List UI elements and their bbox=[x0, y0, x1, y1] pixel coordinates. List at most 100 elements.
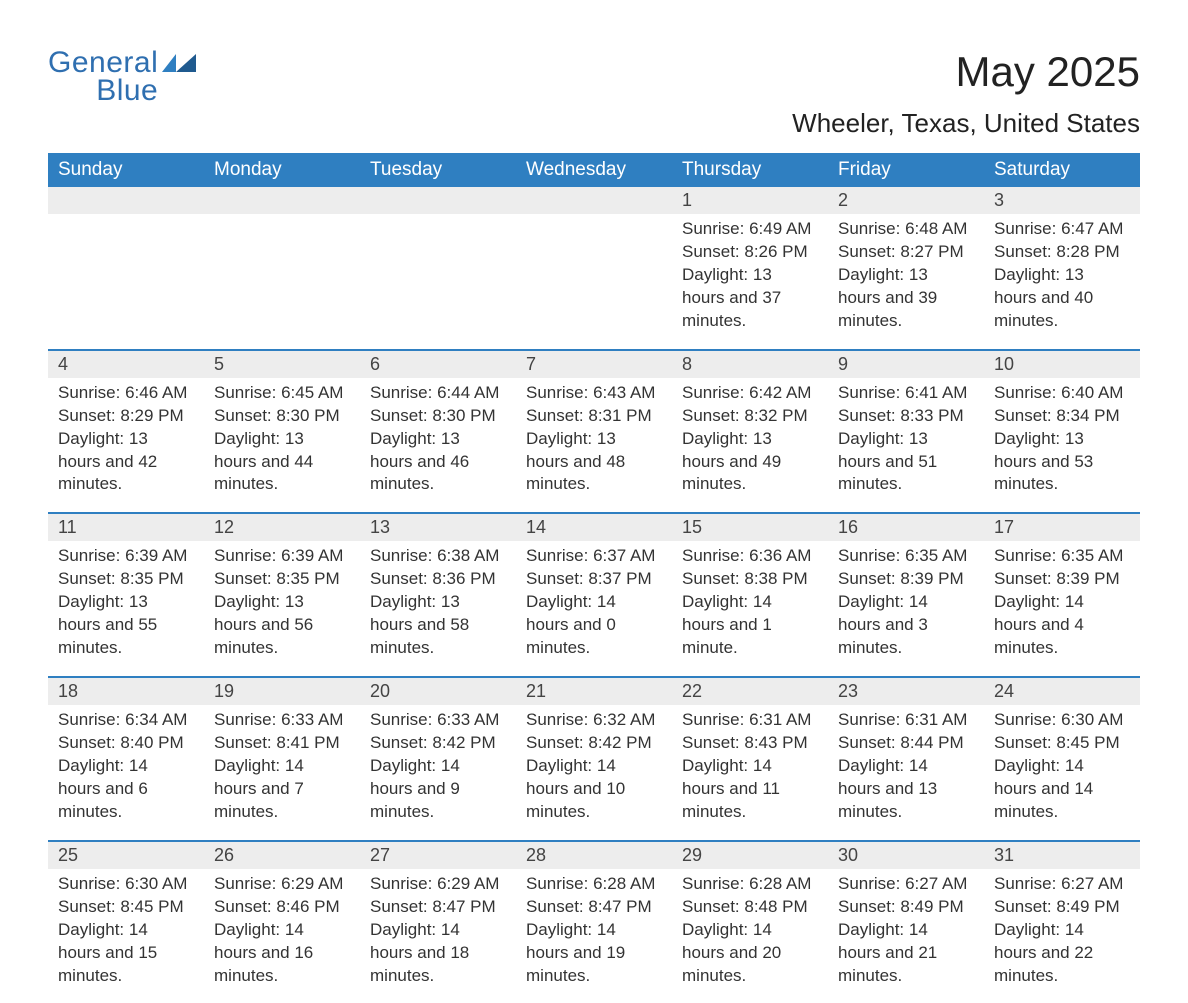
day-number-cell: 9 bbox=[828, 350, 984, 378]
day-body-cell: Sunrise: 6:49 AMSunset: 8:26 PMDaylight:… bbox=[672, 214, 828, 350]
day-body-cell: Sunrise: 6:47 AMSunset: 8:28 PMDaylight:… bbox=[984, 214, 1140, 350]
daylight-line: Daylight: 14 hours and 4 minutes. bbox=[994, 591, 1130, 660]
day-number: 23 bbox=[838, 681, 858, 701]
day-number: 30 bbox=[838, 845, 858, 865]
sunrise-line: Sunrise: 6:43 AM bbox=[526, 382, 662, 405]
sunset-line: Sunset: 8:31 PM bbox=[526, 405, 662, 428]
daylight-line: Daylight: 14 hours and 13 minutes. bbox=[838, 755, 974, 824]
day-number-cell bbox=[204, 187, 360, 214]
day-body-row: Sunrise: 6:46 AMSunset: 8:29 PMDaylight:… bbox=[48, 378, 1140, 514]
day-number: 28 bbox=[526, 845, 546, 865]
day-number-cell: 4 bbox=[48, 350, 204, 378]
sunset-line: Sunset: 8:30 PM bbox=[370, 405, 506, 428]
daylight-line: Daylight: 13 hours and 42 minutes. bbox=[58, 428, 194, 497]
day-number-cell bbox=[48, 187, 204, 214]
sunrise-line: Sunrise: 6:30 AM bbox=[994, 709, 1130, 732]
sunset-line: Sunset: 8:40 PM bbox=[58, 732, 194, 755]
sunset-line: Sunset: 8:39 PM bbox=[838, 568, 974, 591]
sunset-line: Sunset: 8:32 PM bbox=[682, 405, 818, 428]
sunrise-line: Sunrise: 6:28 AM bbox=[682, 873, 818, 896]
day-body-cell: Sunrise: 6:33 AMSunset: 8:41 PMDaylight:… bbox=[204, 705, 360, 841]
sunset-line: Sunset: 8:37 PM bbox=[526, 568, 662, 591]
day-body-cell bbox=[48, 214, 204, 350]
day-number-cell: 13 bbox=[360, 513, 516, 541]
day-number-cell: 31 bbox=[984, 841, 1140, 869]
daylight-line: Daylight: 14 hours and 16 minutes. bbox=[214, 919, 350, 988]
sunset-line: Sunset: 8:30 PM bbox=[214, 405, 350, 428]
day-body-cell bbox=[516, 214, 672, 350]
day-number-cell: 29 bbox=[672, 841, 828, 869]
sunrise-line: Sunrise: 6:49 AM bbox=[682, 218, 818, 241]
day-number: 7 bbox=[526, 354, 536, 374]
day-body-cell bbox=[360, 214, 516, 350]
day-body-cell: Sunrise: 6:29 AMSunset: 8:47 PMDaylight:… bbox=[360, 869, 516, 1003]
day-number: 24 bbox=[994, 681, 1014, 701]
sunrise-line: Sunrise: 6:39 AM bbox=[58, 545, 194, 568]
day-number-row: 123 bbox=[48, 187, 1140, 214]
sunrise-line: Sunrise: 6:48 AM bbox=[838, 218, 974, 241]
sunrise-line: Sunrise: 6:29 AM bbox=[214, 873, 350, 896]
day-body-cell: Sunrise: 6:37 AMSunset: 8:37 PMDaylight:… bbox=[516, 541, 672, 677]
day-body-cell: Sunrise: 6:29 AMSunset: 8:46 PMDaylight:… bbox=[204, 869, 360, 1003]
day-number: 22 bbox=[682, 681, 702, 701]
day-body-cell: Sunrise: 6:28 AMSunset: 8:47 PMDaylight:… bbox=[516, 869, 672, 1003]
sunrise-line: Sunrise: 6:39 AM bbox=[214, 545, 350, 568]
sunrise-line: Sunrise: 6:37 AM bbox=[526, 545, 662, 568]
day-body-cell: Sunrise: 6:27 AMSunset: 8:49 PMDaylight:… bbox=[828, 869, 984, 1003]
sunrise-line: Sunrise: 6:47 AM bbox=[994, 218, 1130, 241]
day-number-cell: 14 bbox=[516, 513, 672, 541]
daylight-line: Daylight: 14 hours and 21 minutes. bbox=[838, 919, 974, 988]
day-body-cell bbox=[204, 214, 360, 350]
daylight-line: Daylight: 13 hours and 58 minutes. bbox=[370, 591, 506, 660]
day-number-cell: 26 bbox=[204, 841, 360, 869]
sunset-line: Sunset: 8:33 PM bbox=[838, 405, 974, 428]
day-body-row: Sunrise: 6:49 AMSunset: 8:26 PMDaylight:… bbox=[48, 214, 1140, 350]
daylight-line: Daylight: 13 hours and 39 minutes. bbox=[838, 264, 974, 333]
daylight-line: Daylight: 13 hours and 56 minutes. bbox=[214, 591, 350, 660]
day-number-row: 45678910 bbox=[48, 350, 1140, 378]
day-number-cell: 19 bbox=[204, 677, 360, 705]
day-number: 16 bbox=[838, 517, 858, 537]
daylight-line: Daylight: 14 hours and 14 minutes. bbox=[994, 755, 1130, 824]
day-number-cell: 17 bbox=[984, 513, 1140, 541]
daylight-line: Daylight: 14 hours and 1 minute. bbox=[682, 591, 818, 660]
daylight-line: Daylight: 13 hours and 37 minutes. bbox=[682, 264, 818, 333]
sunset-line: Sunset: 8:42 PM bbox=[370, 732, 506, 755]
day-number-cell: 23 bbox=[828, 677, 984, 705]
day-body-cell: Sunrise: 6:36 AMSunset: 8:38 PMDaylight:… bbox=[672, 541, 828, 677]
sunset-line: Sunset: 8:42 PM bbox=[526, 732, 662, 755]
daylight-line: Daylight: 13 hours and 51 minutes. bbox=[838, 428, 974, 497]
day-number-row: 25262728293031 bbox=[48, 841, 1140, 869]
day-body-cell: Sunrise: 6:34 AMSunset: 8:40 PMDaylight:… bbox=[48, 705, 204, 841]
day-number-cell bbox=[360, 187, 516, 214]
day-number-cell: 12 bbox=[204, 513, 360, 541]
daylight-line: Daylight: 13 hours and 40 minutes. bbox=[994, 264, 1130, 333]
day-number-cell: 24 bbox=[984, 677, 1140, 705]
sunset-line: Sunset: 8:49 PM bbox=[838, 896, 974, 919]
daylight-line: Daylight: 13 hours and 49 minutes. bbox=[682, 428, 818, 497]
day-number: 5 bbox=[214, 354, 224, 374]
daylight-line: Daylight: 14 hours and 22 minutes. bbox=[994, 919, 1130, 988]
daylight-line: Daylight: 14 hours and 0 minutes. bbox=[526, 591, 662, 660]
day-number-cell: 28 bbox=[516, 841, 672, 869]
day-number: 15 bbox=[682, 517, 702, 537]
sunrise-line: Sunrise: 6:27 AM bbox=[994, 873, 1130, 896]
sunrise-line: Sunrise: 6:35 AM bbox=[838, 545, 974, 568]
day-number-cell: 21 bbox=[516, 677, 672, 705]
sunset-line: Sunset: 8:36 PM bbox=[370, 568, 506, 591]
day-body-cell: Sunrise: 6:43 AMSunset: 8:31 PMDaylight:… bbox=[516, 378, 672, 514]
brand-word-2: Blue bbox=[48, 76, 158, 106]
day-body-cell: Sunrise: 6:45 AMSunset: 8:30 PMDaylight:… bbox=[204, 378, 360, 514]
sunset-line: Sunset: 8:44 PM bbox=[838, 732, 974, 755]
daylight-line: Daylight: 14 hours and 18 minutes. bbox=[370, 919, 506, 988]
calendar-body: 123Sunrise: 6:49 AMSunset: 8:26 PMDaylig… bbox=[48, 187, 1140, 1003]
sunrise-line: Sunrise: 6:45 AM bbox=[214, 382, 350, 405]
sunrise-line: Sunrise: 6:46 AM bbox=[58, 382, 194, 405]
daylight-line: Daylight: 14 hours and 11 minutes. bbox=[682, 755, 818, 824]
weekday-header: Tuesday bbox=[360, 153, 516, 187]
day-body-cell: Sunrise: 6:46 AMSunset: 8:29 PMDaylight:… bbox=[48, 378, 204, 514]
day-number: 26 bbox=[214, 845, 234, 865]
day-number-cell: 2 bbox=[828, 187, 984, 214]
calendar-page: General Blue May 2025 Wheeler, Texas, Un… bbox=[0, 0, 1188, 1003]
day-body-cell: Sunrise: 6:35 AMSunset: 8:39 PMDaylight:… bbox=[984, 541, 1140, 677]
